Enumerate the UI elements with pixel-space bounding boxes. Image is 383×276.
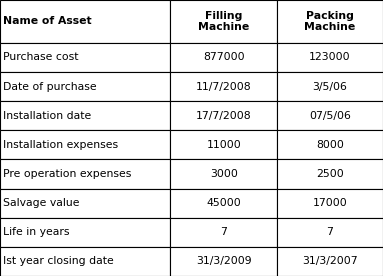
Bar (277, 218, 383, 247)
Text: Filling
Machine: Filling Machine (198, 10, 249, 32)
Text: 45000: 45000 (206, 198, 241, 208)
Text: 17/7/2008: 17/7/2008 (196, 111, 252, 121)
Bar (277, 160, 383, 189)
Bar (170, 218, 277, 247)
Text: 7: 7 (220, 227, 227, 237)
Bar (277, 0, 383, 43)
Bar (170, 101, 277, 130)
Bar (0, 247, 170, 276)
Text: 2500: 2500 (316, 169, 344, 179)
Bar (0, 218, 170, 247)
Text: 11000: 11000 (206, 140, 241, 150)
Text: 877000: 877000 (203, 52, 244, 62)
Text: 8000: 8000 (316, 140, 344, 150)
Text: Pre operation expenses: Pre operation expenses (3, 169, 131, 179)
Bar (170, 247, 277, 276)
Bar (0, 43, 170, 72)
Bar (277, 247, 383, 276)
Text: 31/3/2009: 31/3/2009 (196, 256, 252, 266)
Bar (170, 189, 277, 218)
Text: 123000: 123000 (309, 52, 351, 62)
Text: 17000: 17000 (313, 198, 347, 208)
Bar (170, 72, 277, 101)
Text: 11/7/2008: 11/7/2008 (196, 81, 252, 92)
Text: 31/3/2007: 31/3/2007 (302, 256, 358, 266)
Text: Installation date: Installation date (3, 111, 91, 121)
Bar (277, 101, 383, 130)
Bar (277, 189, 383, 218)
Bar (0, 72, 170, 101)
Text: 07/5/06: 07/5/06 (309, 111, 351, 121)
Text: 3/5/06: 3/5/06 (313, 81, 347, 92)
Bar (277, 72, 383, 101)
Text: 7: 7 (327, 227, 333, 237)
Text: 3000: 3000 (210, 169, 237, 179)
Text: Name of Asset: Name of Asset (3, 16, 92, 26)
Bar (277, 43, 383, 72)
Bar (0, 160, 170, 189)
Bar (0, 189, 170, 218)
Text: Installation expenses: Installation expenses (3, 140, 118, 150)
Text: Purchase cost: Purchase cost (3, 52, 79, 62)
Bar (0, 130, 170, 160)
Bar (0, 101, 170, 130)
Bar (170, 0, 277, 43)
Text: Life in years: Life in years (3, 227, 70, 237)
Text: Salvage value: Salvage value (3, 198, 80, 208)
Text: Date of purchase: Date of purchase (3, 81, 97, 92)
Bar (0, 0, 170, 43)
Bar (170, 130, 277, 160)
Text: Packing
Machine: Packing Machine (304, 10, 355, 32)
Bar (170, 43, 277, 72)
Bar (277, 130, 383, 160)
Bar (170, 160, 277, 189)
Text: Ist year closing date: Ist year closing date (3, 256, 114, 266)
